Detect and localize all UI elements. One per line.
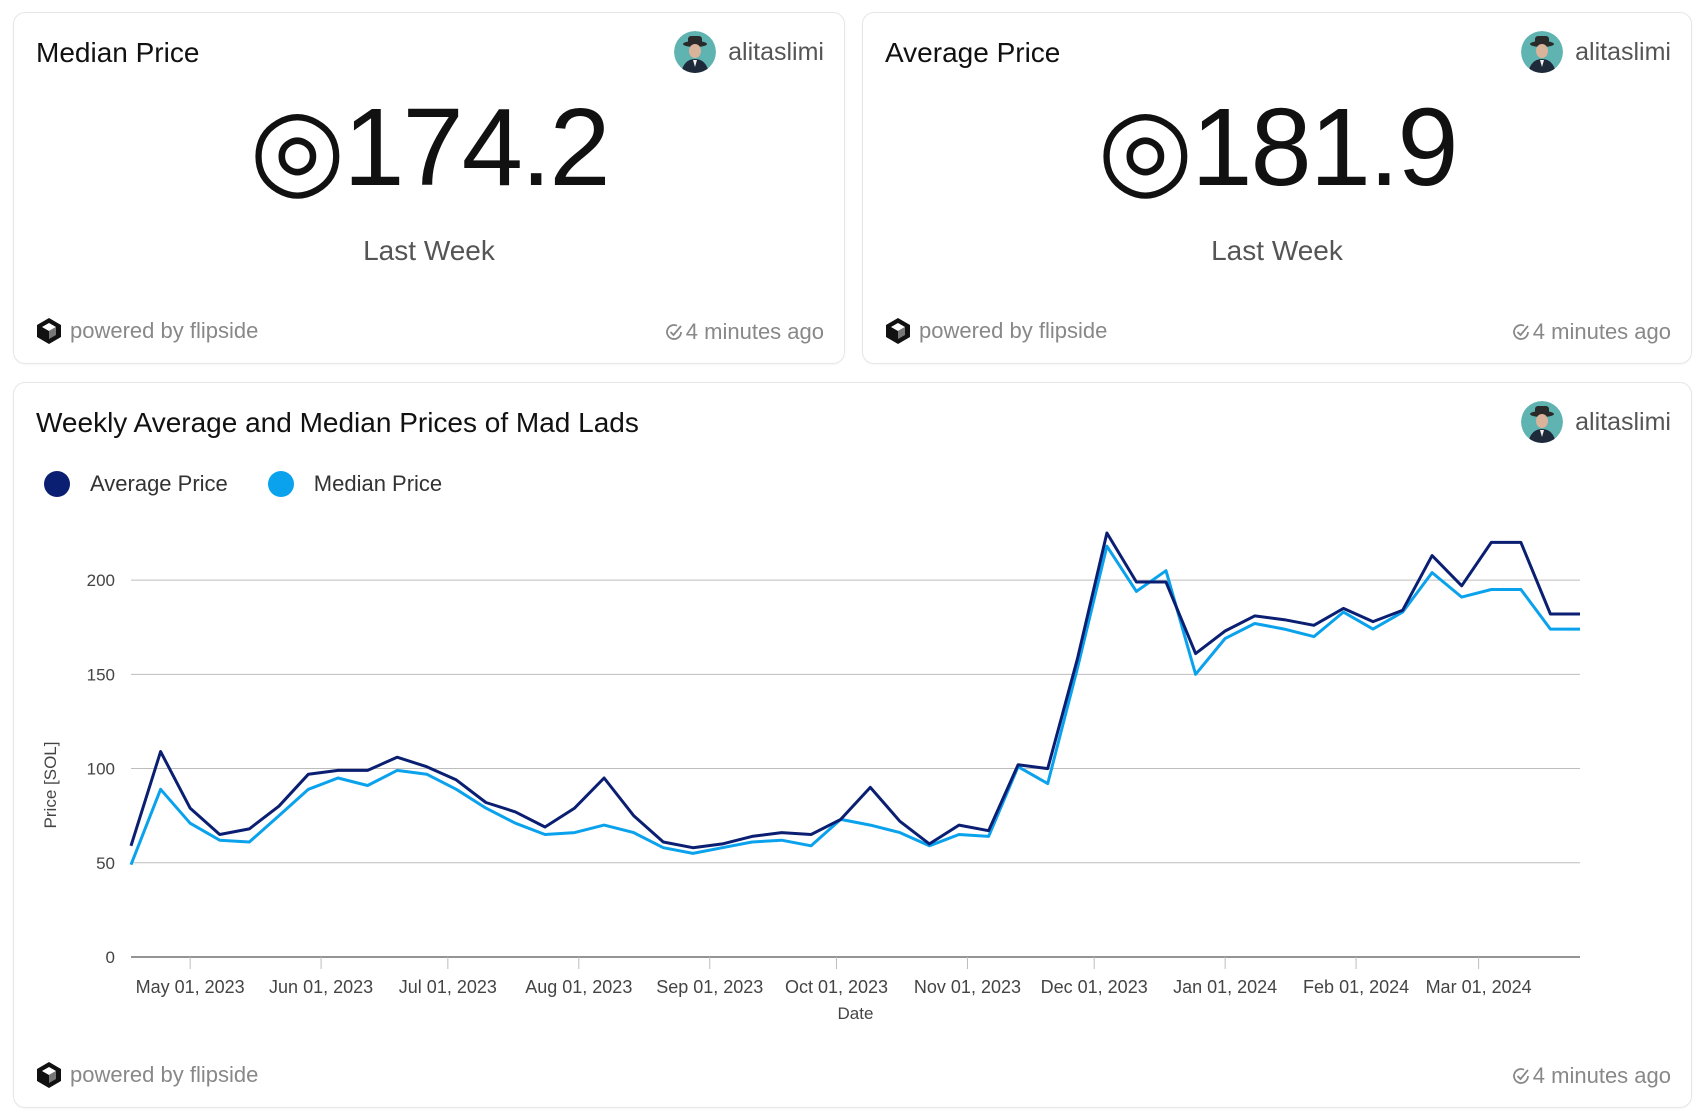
y-tick-label: 150 [87,665,115,684]
last-updated: 4 minutes ago [1511,1063,1671,1089]
updated-text: 4 minutes ago [685,319,824,344]
metric-value: ◎174.2 [14,93,844,203]
author-chip[interactable]: alitaslimi [1521,31,1671,73]
y-tick-label: 0 [106,948,115,967]
x-axis-title: Date [838,1004,874,1023]
card-title: Median Price [36,37,200,68]
y-tick-label: 200 [87,571,115,590]
legend-item-average[interactable]: Average Price [44,471,228,497]
metric-number: 181.9 [1191,86,1458,209]
weekly-prices-chart-card: 0 50 100 150 200 May 01, 2023 Jun 01, 2023 Jul … [13,382,1692,1108]
x-tick-label: Nov 01, 2023 [914,977,1021,997]
card-title: Average Price [885,37,1061,68]
last-updated: 4 minutes ago [664,319,824,345]
flipside-logo-icon [37,318,61,344]
x-tick-label: Jul 01, 2023 [399,977,497,997]
updated-text: 4 minutes ago [1532,319,1671,344]
author-name: alitaslimi [1575,407,1671,436]
flipside-logo-icon [37,1062,61,1088]
median-price-card: Median Price alitaslimi ◎174.2 Last Week… [13,12,845,364]
chart-legend: Average Price Median Price [44,471,482,497]
line-chart: 0 50 100 150 200 May 01, 2023 Jun 01, 2023 Jul … [41,531,1580,1023]
check-circle-icon [1512,324,1529,340]
powered-by-link[interactable]: powered by flipside [36,1061,258,1089]
metric-period: Last Week [363,235,495,266]
y-tick-label: 100 [87,760,115,779]
powered-by-text: powered by flipside [70,1062,259,1087]
author-chip[interactable]: alitaslimi [1521,401,1671,443]
author-chip[interactable]: alitaslimi [674,31,824,73]
avatar [674,31,717,73]
avatar [1521,31,1564,73]
flipside-logo-icon [886,318,910,344]
metric-value: ◎181.9 [863,93,1691,203]
y-axis-title: Price [SOL] [41,742,60,829]
updated-text: 4 minutes ago [1532,1063,1671,1088]
legend-marker-average [44,471,70,497]
legend-item-median[interactable]: Median Price [267,471,443,497]
x-tick-label: Sep 01, 2023 [656,977,763,997]
legend-label-median: Median Price [313,471,443,496]
x-tick-label: May 01, 2023 [136,977,245,997]
powered-by-text: powered by flipside [70,318,259,343]
x-tick-label: Jan 01, 2024 [1173,977,1277,997]
currency-symbol: ◎ [249,86,345,209]
powered-by-link[interactable]: powered by flipside [885,317,1107,345]
metric-number: 174.2 [343,86,610,209]
x-tick-label: Oct 01, 2023 [785,977,888,997]
x-tick-label: Aug 01, 2023 [525,977,632,997]
x-tick-label: Feb 01, 2024 [1303,977,1409,997]
x-tick-label: Mar 01, 2024 [1426,977,1532,997]
average-price-card: Average Price alitaslimi ◎181.9 Last Wee… [862,12,1692,364]
powered-by-text: powered by flipside [919,318,1108,343]
author-name: alitaslimi [728,37,824,66]
last-updated: 4 minutes ago [1511,319,1671,345]
x-tick-label: Jun 01, 2023 [269,977,373,997]
legend-marker-median [267,471,294,497]
currency-symbol: ◎ [1097,86,1193,209]
metric-period: Last Week [1211,235,1343,266]
y-tick-label: 50 [96,854,115,873]
legend-label-average: Average Price [90,471,228,496]
x-tick-label: Dec 01, 2023 [1041,977,1148,997]
check-circle-icon [1512,1068,1529,1084]
avatar [1521,401,1564,443]
chart-title: Weekly Average and Median Prices of Mad … [36,407,639,438]
median-price-line [129,544,1580,866]
powered-by-link[interactable]: powered by flipside [36,317,258,345]
author-name: alitaslimi [1575,37,1671,66]
average-price-line [129,531,1580,850]
check-circle-icon [665,324,682,340]
